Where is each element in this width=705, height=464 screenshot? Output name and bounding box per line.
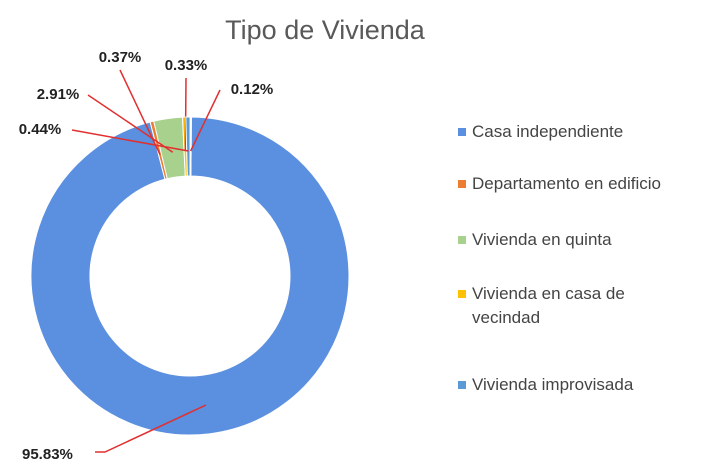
leader-line (119, 69, 161, 155)
donut-slice (189, 116, 192, 177)
legend-entry: Casa independiente (458, 120, 662, 144)
donut-slice (30, 116, 350, 436)
leader-line (87, 94, 174, 153)
leader-line (95, 404, 207, 453)
data-label: 0.12% (231, 81, 274, 98)
data-label: 0.37% (99, 49, 142, 66)
data-label: 2.91% (37, 86, 80, 103)
legend-entry: Vivienda en quinta (458, 228, 662, 252)
legend-label: Vivienda en quinta (472, 230, 612, 249)
leader-line (71, 129, 189, 152)
legend-swatch (458, 180, 466, 188)
data-label: 0.44% (19, 121, 62, 138)
leader-line (189, 89, 221, 152)
legend-label: Departamento en edificio (472, 174, 662, 193)
data-label: 0.33% (165, 57, 208, 74)
leader-line (184, 77, 187, 152)
chart-title: Tipo de Vivienda (225, 15, 426, 45)
legend-entry: Vivienda improvisada (458, 373, 662, 397)
legend-swatch (458, 236, 466, 244)
legend-swatch (458, 128, 466, 136)
data-label: 95.83% (22, 446, 73, 463)
legend-swatch (458, 290, 466, 298)
legend-swatch (458, 381, 466, 389)
legend-entry: Departamento en edificio (458, 172, 662, 196)
legend-label: Casa independiente (472, 122, 624, 141)
legend-label: Vivienda improvisada (472, 375, 634, 394)
legend-entry: Vivienda en casa de vecindad (458, 282, 662, 330)
legend-label: Vivienda en casa de vecindad (472, 284, 625, 327)
